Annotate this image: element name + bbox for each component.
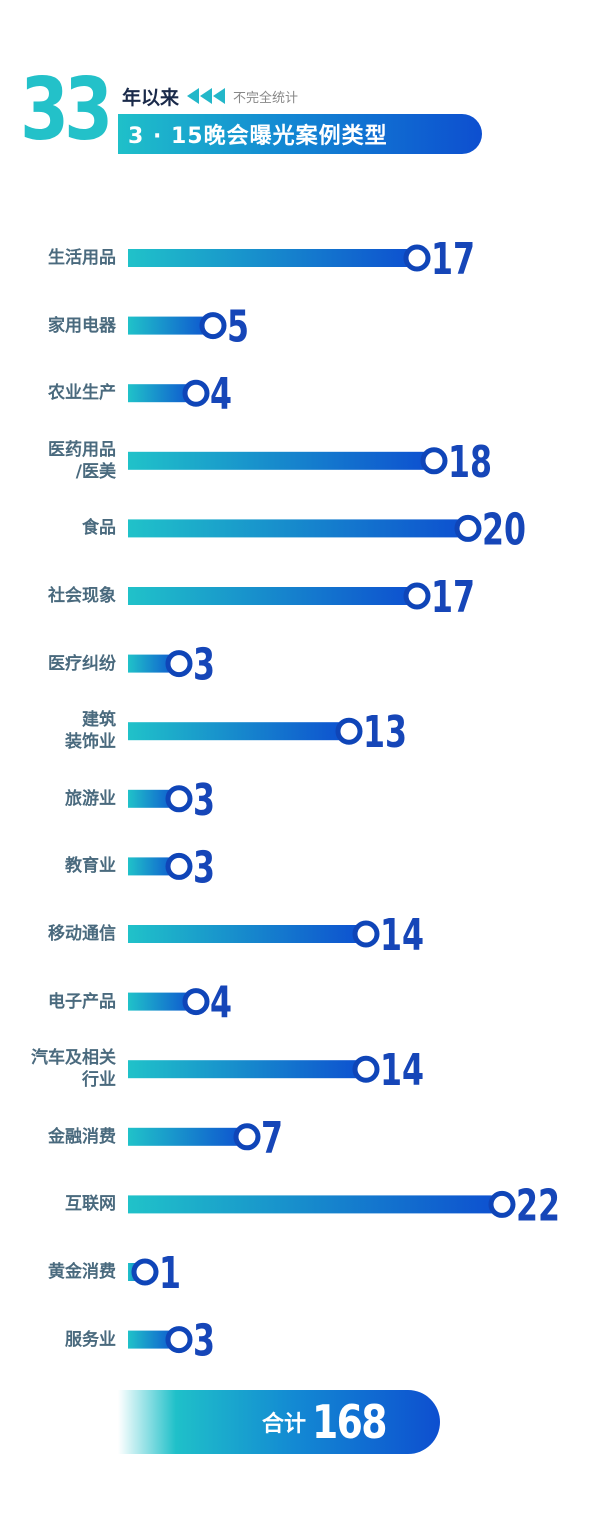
value-label: 3 <box>193 842 215 893</box>
bar <box>128 925 366 943</box>
category-label: 汽车及相关 行业 <box>31 1048 116 1091</box>
category-label: 旅游业 <box>65 788 116 809</box>
category-label: 电子产品 <box>48 991 116 1012</box>
value-label: 17 <box>431 234 475 285</box>
bar <box>128 316 213 335</box>
bar-end-marker <box>165 852 193 880</box>
value-label: 20 <box>482 504 526 555</box>
value-label: 3 <box>193 1316 215 1367</box>
bar-end-marker <box>488 1190 516 1218</box>
category-label: 金融消费 <box>48 1126 116 1147</box>
category-label: 建筑 装饰业 <box>65 710 116 753</box>
note-text: 不完全统计 <box>233 90 299 106</box>
value-label: 22 <box>516 1180 560 1231</box>
category-label: 食品 <box>82 518 116 539</box>
category-label: 医药用品/医美 <box>48 439 116 482</box>
bar <box>128 992 196 1011</box>
value-label: 14 <box>380 910 424 961</box>
bar-end-marker <box>403 244 431 272</box>
category-label: 医疗纠纷 <box>48 653 116 674</box>
bar-end-marker <box>165 785 193 813</box>
total-value: 168 <box>312 1395 387 1449</box>
value-label: 3 <box>193 640 215 691</box>
value-label: 4 <box>210 978 232 1029</box>
total-bar <box>118 1390 440 1454</box>
triple-arrow-icon <box>187 88 226 104</box>
category-label: 黄金消费 <box>48 1262 116 1282</box>
bar-end-marker <box>182 379 210 407</box>
value-label: 5 <box>227 302 249 353</box>
bar <box>128 789 179 808</box>
bar-end-marker <box>165 1326 193 1354</box>
bar <box>128 857 179 876</box>
bar-end-marker <box>131 1258 159 1286</box>
bar <box>128 1195 502 1214</box>
value-label: 3 <box>193 775 215 826</box>
bar-end-marker <box>335 717 363 745</box>
bar <box>128 1330 179 1349</box>
value-label: 14 <box>380 1045 424 1096</box>
total-label: 合计 <box>262 1412 307 1437</box>
years-number: 33 <box>20 60 113 160</box>
bar <box>128 1127 247 1146</box>
category-label: 教育业 <box>65 856 116 877</box>
category-label: 家用电器 <box>48 315 116 336</box>
bar <box>128 1060 366 1079</box>
bar-end-marker <box>352 920 380 948</box>
bar-end-marker <box>182 988 210 1016</box>
total: 合计 168 <box>262 1390 402 1454</box>
bar <box>128 519 468 538</box>
bar-end-marker <box>420 447 448 475</box>
category-label: 生活用品 <box>48 248 116 268</box>
since-text: 年以来 <box>122 86 180 109</box>
bar <box>128 654 179 673</box>
value-label: 13 <box>363 707 407 758</box>
bar-end-marker <box>403 582 431 610</box>
bar <box>128 384 196 403</box>
value-label: 4 <box>210 369 232 420</box>
title-bar: 3 · 15晚会曝光案例类型 <box>118 114 482 154</box>
bar <box>128 722 349 741</box>
category-label: 移动通信 <box>48 924 116 944</box>
bar-end-marker <box>233 1123 261 1151</box>
value-label: 7 <box>261 1113 283 1164</box>
bar <box>128 451 434 470</box>
bar-end-marker <box>352 1055 380 1083</box>
bar <box>128 249 417 267</box>
value-label: 18 <box>448 437 492 488</box>
category-label: 服务业 <box>65 1329 116 1350</box>
chart-title: 3 · 15晚会曝光案例类型 <box>128 124 388 149</box>
category-label: 农业生产 <box>48 383 116 404</box>
bar-end-marker <box>454 514 482 542</box>
bar <box>128 587 417 605</box>
category-label: 社会现象 <box>48 586 116 606</box>
value-label: 17 <box>431 572 475 623</box>
bar-end-marker <box>165 650 193 678</box>
value-label: 1 <box>159 1248 181 1299</box>
category-label: 互联网 <box>65 1194 116 1215</box>
header-top-line: 年以来 不完全统计 <box>122 82 298 110</box>
bar-end-marker <box>199 312 227 340</box>
